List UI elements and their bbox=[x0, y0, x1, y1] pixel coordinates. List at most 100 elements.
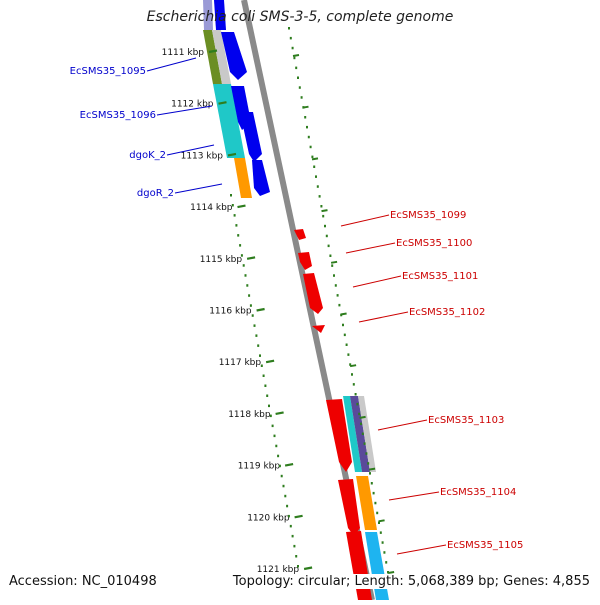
inner-dotted-guide-dot bbox=[282, 484, 285, 488]
inner-dotted-guide-dot bbox=[257, 344, 260, 347]
inner-dotted-guide-dot bbox=[291, 534, 294, 538]
outer-dotted-guide-dot bbox=[288, 27, 290, 30]
outer-dotted-guide-dot bbox=[343, 333, 346, 337]
outer-dotted-guide-dot bbox=[352, 383, 355, 386]
gene-leader-line bbox=[396, 544, 447, 555]
inner-dotted-guide-dot bbox=[295, 555, 298, 558]
outer-tick-mark bbox=[321, 209, 328, 213]
gene-leader-line bbox=[174, 183, 223, 194]
inner-dotted-guide-dot bbox=[289, 524, 292, 528]
tick-mark bbox=[256, 307, 265, 312]
outer-dotted-guide-dot bbox=[329, 254, 332, 257]
outer-dotted-guide-dot bbox=[315, 175, 317, 178]
dotted-guides bbox=[230, 27, 389, 574]
outer-tick-mark bbox=[349, 364, 357, 368]
outer-dotted-guide-dot bbox=[316, 185, 319, 188]
outer-dotted-guide-dot bbox=[361, 432, 364, 435]
outer-tick-mark bbox=[368, 467, 376, 471]
tick-mark bbox=[218, 101, 227, 105]
inner-dotted-guide-dot bbox=[268, 404, 270, 408]
inner-dotted-guide-dot bbox=[287, 514, 290, 518]
inner-dotted-guide-dot bbox=[260, 364, 263, 367]
inner-dotted-guide-dot bbox=[297, 565, 299, 568]
inner-dotted-guide-dot bbox=[248, 294, 251, 297]
inner-dotted-guide-dot bbox=[237, 234, 240, 237]
reverse-gene-1102 bbox=[312, 325, 325, 333]
outer-tick-mark bbox=[330, 260, 338, 264]
tick-label: 1119 kbp bbox=[238, 462, 281, 472]
outer-dotted-guide-dot bbox=[385, 561, 388, 564]
feature-block-purple-right bbox=[350, 396, 370, 472]
feature-block-orange-right bbox=[356, 476, 377, 530]
inner-dotted-guide-dot bbox=[271, 424, 274, 428]
gene-leader-line bbox=[388, 491, 440, 501]
outer-dotted-guide-dot bbox=[376, 511, 379, 515]
outer-dotted-guide-dot bbox=[372, 491, 375, 495]
outer-dotted-guide-dot bbox=[304, 116, 307, 119]
outer-dotted-guide-dot bbox=[381, 541, 384, 544]
inner-dotted-guide-dot bbox=[277, 454, 280, 458]
tick-label: 1121 kbp bbox=[257, 565, 300, 575]
outer-dotted-guide-dot bbox=[309, 145, 312, 149]
inner-dotted-guide-dot bbox=[249, 304, 252, 307]
outer-dotted-guide-dot bbox=[387, 571, 389, 574]
outer-dotted-guide-dot bbox=[291, 46, 294, 50]
outer-dotted-guide-dot bbox=[340, 313, 343, 317]
outer-tick-mark bbox=[292, 54, 300, 57]
gene-label-right: EcSMS35_1105 bbox=[447, 540, 523, 551]
forward-gene-arrow-1 bbox=[221, 32, 247, 80]
inner-dotted-guide-dot bbox=[293, 544, 296, 548]
outer-dotted-guide-dot bbox=[379, 531, 382, 534]
gene-label-right: EcSMS35_1100 bbox=[396, 238, 472, 249]
tick-mark bbox=[275, 411, 284, 415]
outer-dotted-guide-dot bbox=[307, 135, 310, 139]
outer-dotted-guide-dot bbox=[324, 224, 326, 228]
reverse-gene-1100 bbox=[298, 252, 312, 270]
gene-leader-line bbox=[358, 311, 409, 323]
tick-label: 1116 kbp bbox=[209, 307, 252, 317]
outer-dotted-guide-dot bbox=[302, 106, 305, 109]
outer-dotted-guide-dot bbox=[298, 86, 301, 89]
outer-tick-mark bbox=[359, 415, 366, 419]
inner-dotted-guide-dot bbox=[239, 244, 242, 247]
inner-dotted-guide-dot bbox=[246, 284, 249, 287]
gene-leader-line bbox=[340, 214, 390, 227]
gene-label-left: dgoR_2 bbox=[137, 188, 174, 199]
outer-dotted-guide-dot bbox=[289, 36, 292, 40]
inner-dotted-guide-dot bbox=[235, 224, 238, 227]
tick-mark bbox=[284, 463, 294, 467]
outer-dotted-guide-dot bbox=[333, 274, 335, 277]
gene-leader-line bbox=[345, 242, 396, 254]
inner-dotted-guide-dot bbox=[278, 464, 281, 468]
inner-dotted-guide-dot bbox=[230, 194, 232, 197]
forward-gene-arrow-3 bbox=[240, 112, 262, 162]
outer-dotted-guide-dot bbox=[336, 294, 339, 297]
outer-dotted-guide-dot bbox=[345, 343, 348, 346]
inner-dotted-guide-dot bbox=[251, 314, 254, 317]
inner-dotted-guide-dot bbox=[269, 414, 272, 418]
inner-dotted-guide-dot bbox=[255, 334, 258, 337]
outer-dotted-guide-dot bbox=[293, 56, 296, 60]
inner-dotted-guide-dot bbox=[231, 204, 234, 207]
inner-dotted-guide-dot bbox=[275, 444, 278, 448]
outer-dotted-guide-dot bbox=[374, 501, 377, 505]
outer-tick-mark bbox=[311, 157, 319, 161]
reverse-gene-1104 bbox=[338, 479, 360, 536]
gene-label-right: EcSMS35_1102 bbox=[409, 307, 485, 318]
tick-mark bbox=[208, 49, 218, 54]
feature-block-gray-right bbox=[358, 396, 376, 472]
map-title: Escherichia coli SMS-3-5, complete genom… bbox=[146, 9, 454, 25]
inner-dotted-guide-dot bbox=[253, 324, 256, 327]
forward-gene-arrow-0 bbox=[214, 0, 226, 30]
tick-label: 1117 kbp bbox=[219, 358, 262, 368]
outer-dotted-guide-dot bbox=[320, 205, 323, 208]
tick-label: 1115 kbp bbox=[200, 255, 243, 265]
inner-dotted-guide-dot bbox=[259, 354, 261, 357]
gene-label-right: EcSMS35_1104 bbox=[440, 487, 516, 498]
tick-mark bbox=[303, 566, 313, 571]
outer-dotted-guide-dot bbox=[325, 234, 328, 238]
outer-dotted-guide-dot bbox=[313, 165, 316, 168]
tick-label: 1113 kbp bbox=[181, 151, 224, 161]
outer-tick-mark bbox=[378, 519, 385, 523]
